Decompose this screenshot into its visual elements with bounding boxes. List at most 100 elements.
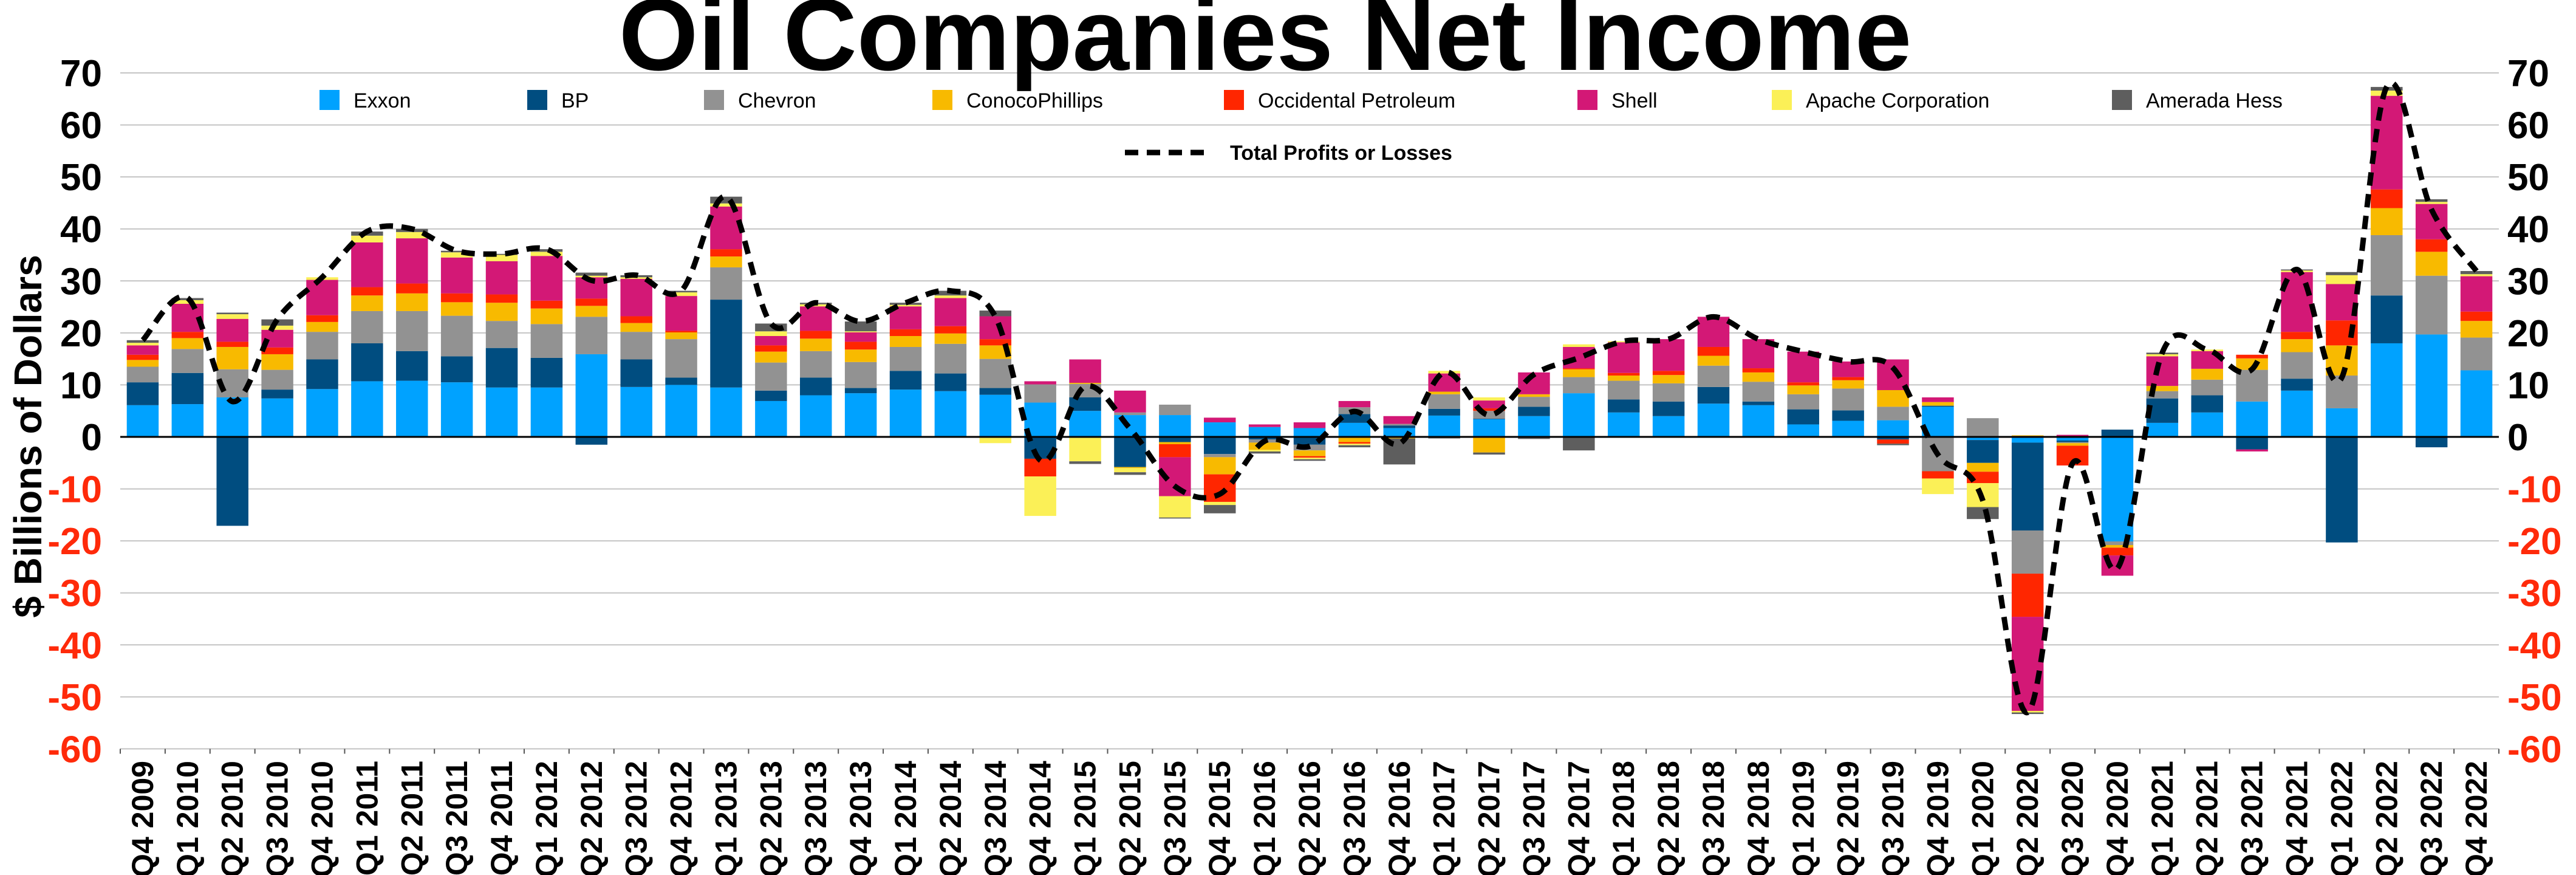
bar-segment-chevron	[396, 311, 428, 351]
bar-segment-apache-corporation	[1069, 437, 1101, 462]
bar-segment-chevron	[710, 267, 742, 300]
y-tick-label-right: 10	[2507, 365, 2549, 407]
axes: 70 70 60 60 50 50 40 40 30 30 20 20 10 10 0 0 -10 -10 -20 -…	[47, 53, 2561, 875]
bar-segment-bp	[2326, 437, 2358, 543]
bar-segment-conocophillips	[1877, 389, 1909, 407]
bar-segment-shell	[440, 257, 473, 293]
bar-segment-exxon	[934, 391, 967, 437]
bar-segment-shell	[530, 256, 563, 301]
bar-segment-bp	[755, 390, 787, 401]
bar-segment-bp	[979, 388, 1012, 395]
bar-segment-occidental-petroleum	[620, 316, 652, 323]
bar-segment-apache-corporation	[530, 252, 563, 256]
bar-segment-apache-corporation	[1159, 496, 1191, 518]
bar-segment-conocophillips	[1652, 375, 1685, 383]
bar-segment-apache-corporation	[2326, 275, 2358, 284]
y-tick-label-left: 50	[60, 157, 102, 199]
bar-segment-amerada-hess	[710, 196, 742, 204]
bar-segment-bp	[396, 351, 428, 381]
y-tick-label-left: -50	[47, 677, 102, 719]
bar-segment-chevron	[1159, 404, 1191, 416]
bar-segment-apache-corporation	[844, 331, 877, 333]
bar-segment-occidental-petroleum	[126, 354, 159, 360]
bar-segment-shell	[1922, 397, 1954, 402]
bar-segment-amerada-hess	[1293, 459, 1326, 461]
bar-segment-conocophillips	[1922, 402, 1954, 406]
bar-segment-chevron	[261, 369, 293, 390]
bar-segment-occidental-petroleum	[2460, 311, 2493, 321]
x-tick-label: Q1 2017	[1427, 761, 1461, 875]
bar-segment-shell	[934, 298, 967, 326]
bar-segment-chevron	[1203, 454, 1236, 458]
bar-segment-chevron	[351, 311, 383, 343]
total-line	[140, 80, 2479, 715]
bar-segment-shell	[1473, 400, 1505, 408]
bar-segment-amerada-hess	[2415, 199, 2448, 202]
bar-segment-chevron	[1607, 380, 1640, 400]
x-tick-label: Q4 2016	[1382, 761, 1416, 875]
bar-segment-exxon	[2415, 334, 2448, 437]
bar-segment-occidental-petroleum	[665, 331, 697, 333]
bar-segment-shell	[1024, 381, 1056, 385]
bar-segment-chevron	[2326, 376, 2358, 408]
x-tick-label: Q1 2022	[2325, 761, 2359, 875]
bar-segment-bp	[2101, 430, 2134, 437]
legend-swatch	[1772, 90, 1792, 110]
bar-segment-conocophillips	[171, 338, 204, 349]
bar-segment-apache-corporation	[2191, 349, 2223, 351]
bar-segment-apache-corporation	[1607, 341, 1640, 343]
bar-segment-apache-corporation	[1248, 450, 1281, 451]
bar-segment-conocophillips	[1832, 380, 1864, 389]
bar-segment-bp	[306, 359, 338, 389]
bar-segment-shell	[1248, 424, 1281, 427]
bar-segment-apache-corporation	[2460, 274, 2493, 276]
bar-segment-exxon	[665, 385, 697, 437]
bar-segment-apache-corporation	[665, 292, 697, 297]
bar-segment-apache-corporation	[126, 343, 159, 346]
bar-segment-exxon	[171, 404, 204, 437]
bar-segment-occidental-petroleum	[1024, 458, 1056, 477]
x-tick-label: Q2 2012	[575, 761, 609, 875]
bar-segment-amerada-hess	[2460, 271, 2493, 275]
x-tick-label: Q3 2012	[620, 761, 654, 875]
bar-segment-chevron	[889, 346, 922, 371]
bar-segment-apache-corporation	[1203, 501, 1236, 506]
x-tick-label: Q2 2010	[216, 761, 250, 875]
bar-segment-chevron	[126, 366, 159, 383]
y-tick-label-right: 40	[2507, 209, 2549, 251]
bar-segment-amerada-hess	[2326, 272, 2358, 275]
bar-segment-bp	[889, 371, 922, 390]
bar-segment-exxon	[1967, 437, 1999, 441]
bar-segment-amerada-hess	[1563, 437, 1595, 451]
bar-segment-exxon	[306, 389, 338, 437]
bar-segment-bp	[216, 437, 248, 526]
bar-segment-bp	[620, 359, 652, 387]
legend-label: BP	[561, 89, 589, 112]
legend-swatch	[1577, 90, 1597, 110]
bar-segment-bp	[710, 300, 742, 388]
y-tick-label-right: -20	[2507, 521, 2562, 563]
bar-segment-bp	[485, 348, 518, 388]
x-tick-label: Q4 2009	[126, 761, 160, 875]
bar-segment-exxon	[396, 380, 428, 437]
y-tick-label-right: -60	[2507, 729, 2562, 770]
bar-segment-chevron	[934, 343, 967, 374]
bar-segment-apache-corporation	[710, 203, 742, 207]
bar-segment-apache-corporation	[261, 325, 293, 330]
bar-segment-exxon	[800, 395, 832, 437]
bar-segment-shell	[2236, 449, 2268, 451]
bar-segment-occidental-petroleum	[530, 300, 563, 309]
bar-segment-apache-corporation	[2415, 202, 2448, 204]
bar-segment-chevron	[575, 317, 608, 354]
bar-segment-apache-corporation	[1114, 468, 1146, 473]
x-tick-label: Q4 2013	[844, 761, 878, 875]
y-tick-label-right: -50	[2507, 677, 2562, 719]
bar-segment-exxon	[1832, 420, 1864, 437]
bar-segment-conocophillips	[1473, 437, 1505, 453]
bar-segment-exxon	[2326, 408, 2358, 437]
bar-segment-occidental-petroleum	[979, 339, 1012, 346]
bar-segment-conocophillips	[665, 332, 697, 340]
bar-segment-conocophillips	[126, 360, 159, 367]
bar-segment-chevron	[1563, 377, 1595, 394]
bar-segment-amerada-hess	[1877, 444, 1909, 445]
